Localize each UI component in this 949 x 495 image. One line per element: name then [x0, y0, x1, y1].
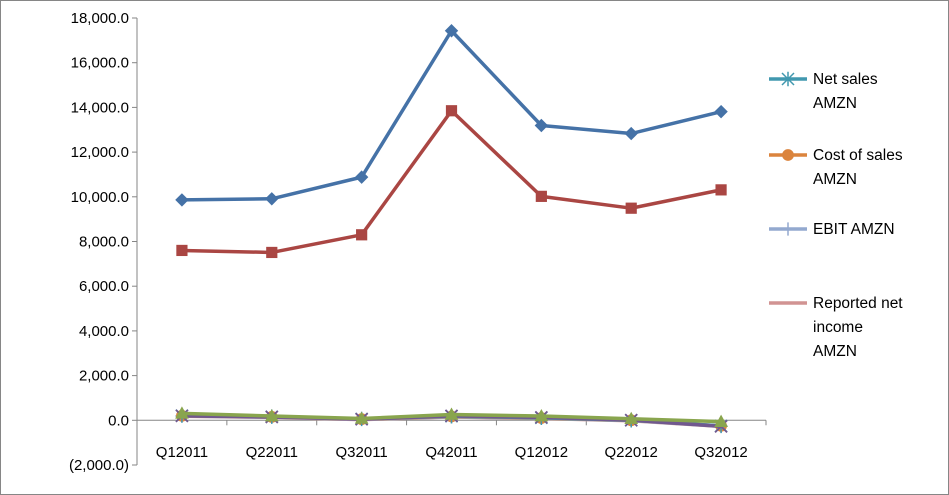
data-point-s1 [624, 126, 638, 141]
data-point-s3 [714, 414, 728, 427]
legend: Net sales AMZN Cost of sales AMZN EBIT AMZN R… [769, 71, 903, 360]
data-point-s3 [444, 407, 459, 420]
data-point-s2 [176, 244, 188, 257]
y-tick-label: 2,000.0 [79, 368, 129, 385]
x-tick-label: Q22012 [605, 444, 658, 461]
x-tick-label: Q42011 [425, 444, 477, 461]
legend-item: EBIT AMZN [769, 221, 895, 238]
legend-marker [781, 71, 795, 87]
y-tick-label: 10,000.0 [71, 189, 129, 206]
legend-label: Reported net [813, 295, 903, 312]
data-point-s2 [625, 202, 637, 214]
data-point-s1 [444, 24, 459, 38]
legend-label: Cost of sales [813, 147, 903, 164]
y-tick-label: 16,000.0 [71, 55, 129, 72]
data-point-s1 [714, 104, 728, 119]
data-point-s1 [175, 193, 189, 207]
legend-label: AMZN [813, 343, 857, 360]
x-tick-label: Q32012 [694, 444, 747, 461]
data-point-s3 [354, 411, 369, 424]
x-tick-label: Q12012 [515, 444, 568, 461]
x-tick-label: Q22011 [246, 444, 298, 461]
data-point-s2 [356, 229, 368, 241]
legend-marker [782, 149, 794, 161]
y-tick-label: 0.0 [108, 412, 129, 429]
data-point-s1 [265, 192, 279, 206]
legend-item: Cost of sales AMZN [769, 147, 903, 188]
legend-label: EBIT AMZN [813, 221, 895, 238]
legend-label: income [813, 319, 863, 336]
legend-label: Net sales [813, 71, 878, 88]
data-point-s3 [534, 409, 549, 422]
data-point-s2 [715, 184, 727, 196]
x-tick-label: Q32011 [336, 444, 388, 461]
legend-item: Reported net income AMZN [769, 295, 903, 360]
data-point-s3 [624, 411, 639, 425]
data-point-s2 [266, 246, 278, 259]
series-s3 [175, 406, 728, 427]
y-tick-label: 14,000.0 [71, 99, 129, 116]
y-tick-label: 12,000.0 [71, 144, 129, 161]
series-layer [175, 24, 728, 434]
y-tick-label: (2,000.0) [69, 457, 129, 474]
x-tick-label: Q12011 [156, 444, 208, 461]
y-tick-label: 18,000.0 [71, 10, 129, 27]
legend-label: AMZN [813, 95, 857, 112]
data-point-s3 [175, 406, 189, 419]
data-point-s2 [445, 105, 458, 117]
legend-marker [781, 222, 795, 236]
data-point-s1 [354, 170, 369, 184]
data-point-s2 [535, 190, 547, 202]
series-s1 [175, 24, 728, 207]
y-tick-label: 8,000.0 [79, 234, 129, 251]
y-tick-label: 6,000.0 [79, 278, 129, 295]
legend-label: AMZN [813, 171, 857, 188]
series-s2 [176, 105, 727, 259]
plot-area: (2,000.0) 0.0 2,000.0 4,000.0 6,000.0 8,000.0… [69, 10, 767, 474]
data-point-s3 [264, 409, 279, 422]
data-point-s1 [534, 118, 549, 133]
legend-item: Net sales AMZN [769, 71, 878, 112]
y-tick-label: 4,000.0 [79, 323, 129, 340]
